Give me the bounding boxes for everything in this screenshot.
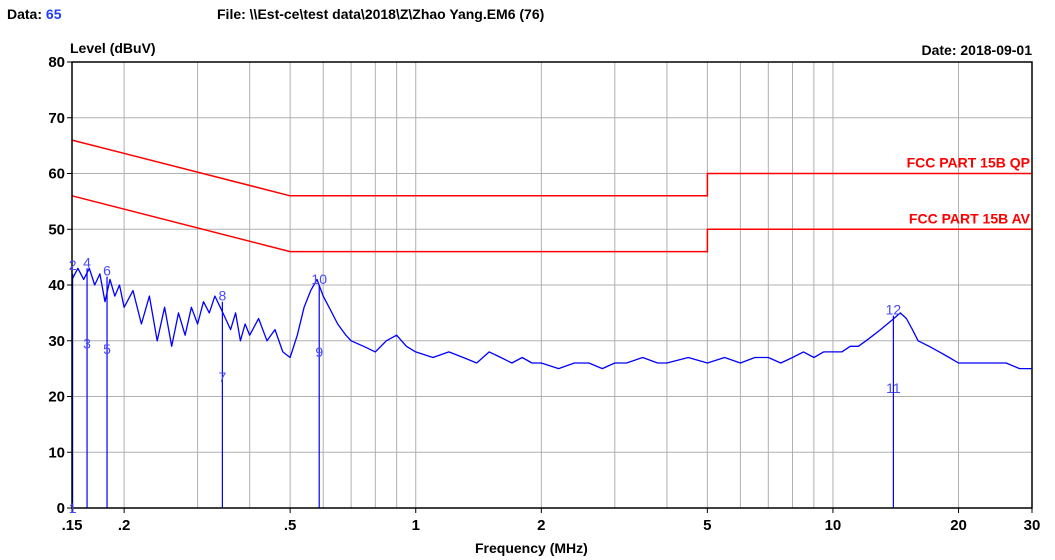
- marker-label-9: 9: [315, 344, 323, 360]
- limit-label-2: FCC PART 15B AV: [909, 210, 1031, 226]
- data-label: Data:: [7, 6, 43, 22]
- limit-line-2: [71, 195, 1032, 253]
- y-tick-label: 70: [48, 110, 65, 127]
- x-tick-label: .2: [118, 517, 131, 534]
- limit-label-1: FCC PART 15B QP: [907, 155, 1030, 171]
- x-tick-label: 2: [537, 517, 545, 534]
- x-axis-label: Frequency (MHz): [475, 540, 588, 556]
- x-tick-label: 20: [950, 517, 967, 534]
- limit-labels: FCC PART 15B QP FCC PART 15B AV: [907, 155, 1031, 227]
- y-tick-label: 30: [48, 333, 65, 350]
- x-tick-label: .5: [284, 517, 297, 534]
- y-axis-label: Level (dBuV): [70, 40, 156, 56]
- y-tick-label: 10: [48, 444, 65, 461]
- y-tick-label: 60: [48, 166, 65, 183]
- file-path: File: \\Est-ce\test data\2018\Z\Zhao Yan…: [217, 6, 545, 22]
- data-value: 65: [45, 6, 62, 22]
- y-tick-label: 80: [48, 54, 65, 71]
- marker-label-6: 6: [103, 263, 111, 279]
- grid-lines: [72, 62, 1032, 508]
- limit-line-1: [71, 139, 1032, 197]
- emission-trace: [71, 267, 1032, 370]
- x-tick-label: 30: [1024, 517, 1041, 534]
- marker-label-11: 11: [886, 380, 901, 396]
- marker-label-2: 2: [69, 257, 77, 273]
- marker-label-8: 8: [218, 288, 226, 304]
- marker-label-3: 3: [83, 336, 91, 352]
- x-tick-label: 5: [703, 517, 711, 534]
- x-tick-labels: .15 .2 .5 1 2 5 10 20 30: [62, 508, 1041, 534]
- marker-lines: [72, 268, 894, 508]
- x-tick-label: .15: [62, 517, 83, 534]
- marker-label-12: 12: [886, 302, 902, 318]
- y-tick-label: 50: [48, 221, 65, 238]
- marker-label-10: 10: [311, 271, 327, 287]
- marker-label-7: 7: [218, 369, 226, 385]
- y-tick-label: 0: [57, 500, 65, 517]
- x-tick-label: 1: [412, 517, 420, 534]
- trace-group: [71, 267, 1032, 370]
- marker-label-4: 4: [83, 254, 91, 270]
- x-tick-label: 10: [825, 517, 842, 534]
- data-readout: Data: 65: [7, 6, 61, 22]
- y-tick-labels: 0 10 20 30 40 50 60 70 80: [48, 54, 72, 517]
- marker-label-1: 1: [69, 500, 77, 516]
- y-tick-label: 40: [48, 277, 65, 294]
- marker-label-5: 5: [103, 341, 111, 357]
- date-label: Date: 2018-09-01: [921, 42, 1032, 58]
- limit-lines: [71, 139, 1032, 253]
- y-tick-label: 20: [48, 389, 65, 406]
